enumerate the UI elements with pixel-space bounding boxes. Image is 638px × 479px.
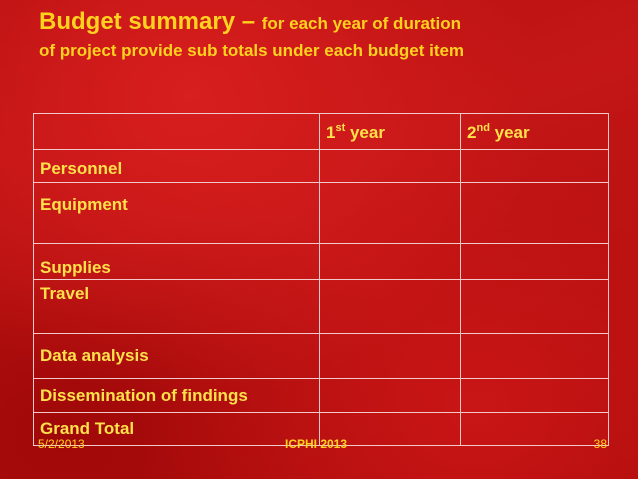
row-label-equipment: Equipment xyxy=(33,182,320,244)
slide-title: Budget summary – for each year of durati… xyxy=(39,8,629,63)
cell-year-1 xyxy=(319,279,461,334)
row-label-data-analysis: Data analysis xyxy=(33,333,320,379)
cell-year-2 xyxy=(460,279,609,334)
row-label-grand-total: Grand Total xyxy=(33,412,320,446)
cell-year-1 xyxy=(319,412,461,446)
row-label-supplies: Supplies xyxy=(33,243,320,280)
table-header-row: 1st year 2nd year xyxy=(33,113,609,150)
title-line-2: of project provide sub totals under each… xyxy=(39,41,465,60)
table-row: Data analysis xyxy=(33,333,609,379)
cell-year-1 xyxy=(319,182,461,244)
cell-year-2 xyxy=(460,378,609,413)
table-row: Personnel xyxy=(33,149,609,183)
cell-year-2 xyxy=(460,182,609,244)
cell-year-1 xyxy=(319,333,461,379)
table-row: Supplies xyxy=(33,243,609,280)
cell-year-1 xyxy=(319,149,461,183)
table-row: Grand Total xyxy=(33,412,609,446)
header-cell-year-2: 2nd year xyxy=(460,113,609,150)
title-subtitle: for each year of duration xyxy=(261,14,462,33)
header-cell-empty xyxy=(33,113,320,150)
cell-year-2 xyxy=(460,243,609,280)
cell-year-2 xyxy=(460,149,609,183)
table-row: Travel xyxy=(33,279,609,334)
slide-number: 38 xyxy=(593,437,607,451)
row-label-travel: Travel xyxy=(33,279,320,334)
cell-year-2 xyxy=(460,333,609,379)
budget-table: 1st year 2nd year Personnel Equipment Su… xyxy=(33,113,609,446)
footer-date: 5/2/2013 xyxy=(38,437,85,451)
title-main: Budget summary – xyxy=(39,8,262,35)
cell-year-1 xyxy=(319,378,461,413)
cell-year-1 xyxy=(319,243,461,280)
footer-center-text: ICPHI 2013 xyxy=(285,437,348,451)
header-cell-year-1: 1st year xyxy=(319,113,461,150)
title-line-1: Budget summary – for each year of durati… xyxy=(39,8,629,39)
cell-year-2 xyxy=(460,412,609,446)
table-row: Equipment xyxy=(33,182,609,244)
row-label-personnel: Personnel xyxy=(33,149,320,183)
row-label-dissemination: Dissemination of findings xyxy=(33,378,320,413)
table-row: Dissemination of findings xyxy=(33,378,609,413)
